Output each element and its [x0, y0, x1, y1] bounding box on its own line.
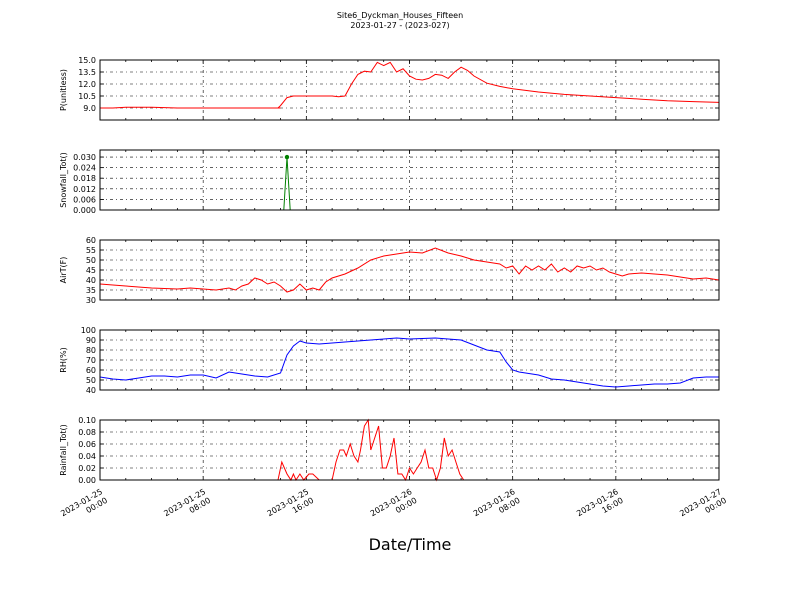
y-tick-label: 45	[86, 266, 96, 275]
chart-subtitle: 2023-01-27 - (2023-027)	[350, 21, 450, 30]
y-tick-label: 13.5	[78, 68, 96, 77]
y-tick-label: 80	[86, 346, 96, 355]
y-tick-label: 50	[86, 376, 96, 385]
y-tick-label: 0.08	[78, 428, 96, 437]
y-tick-label: 0.10	[78, 416, 96, 425]
y-tick-label: 55	[86, 246, 96, 255]
y-tick-label: 0.018	[73, 174, 96, 183]
x-axis-label: Date/Time	[369, 535, 452, 554]
y-tick-label: 0.030	[73, 153, 96, 162]
y-tick-label: 0.00	[78, 476, 96, 485]
y-tick-label: 40	[86, 386, 96, 395]
y-tick-label: 0.012	[73, 185, 96, 194]
y-tick-label: 0.02	[78, 464, 96, 473]
series-line	[100, 61, 720, 109]
chart-title: Site6_Dyckman_Houses_Fifteen	[336, 11, 464, 20]
axes-frame	[99, 239, 720, 301]
y-tick-label: 100	[81, 326, 96, 335]
y-axis-label: P(unitless)	[59, 69, 68, 111]
y-axis-label: Rainfall_Tot()	[59, 424, 68, 476]
y-tick-label: 0.04	[78, 452, 96, 461]
y-tick-label: 60	[86, 236, 96, 245]
series-line	[100, 418, 719, 482]
series-marker	[284, 154, 290, 160]
y-tick-label: 15.0	[78, 56, 96, 65]
series-line	[99, 247, 720, 293]
y-tick-label: 50	[86, 256, 96, 265]
axes-frame	[99, 329, 720, 391]
axes-frame	[99, 59, 720, 121]
y-tick-label: 0.000	[73, 206, 96, 215]
y-tick-label: 60	[86, 366, 96, 375]
y-axis-label: RH(%)	[59, 347, 68, 372]
y-tick-label: 0.024	[73, 164, 96, 173]
y-tick-label: 30	[86, 296, 96, 305]
y-tick-label: 35	[86, 286, 96, 295]
axes-frame	[99, 419, 720, 481]
axes-frame	[99, 149, 720, 211]
y-tick-label: 70	[86, 356, 96, 365]
y-tick-label: 12.0	[78, 80, 96, 89]
y-axis-label: Snowfall_Tot()	[59, 152, 68, 208]
y-tick-label: 10.5	[78, 92, 96, 101]
y-tick-label: 90	[86, 336, 96, 345]
y-tick-label: 0.006	[73, 195, 96, 204]
y-axis-label: AirT(F)	[59, 257, 68, 284]
y-tick-label: 0.06	[78, 440, 96, 449]
series-line	[99, 337, 719, 388]
y-tick-label: 40	[86, 276, 96, 285]
y-tick-label: 9.0	[83, 104, 96, 113]
